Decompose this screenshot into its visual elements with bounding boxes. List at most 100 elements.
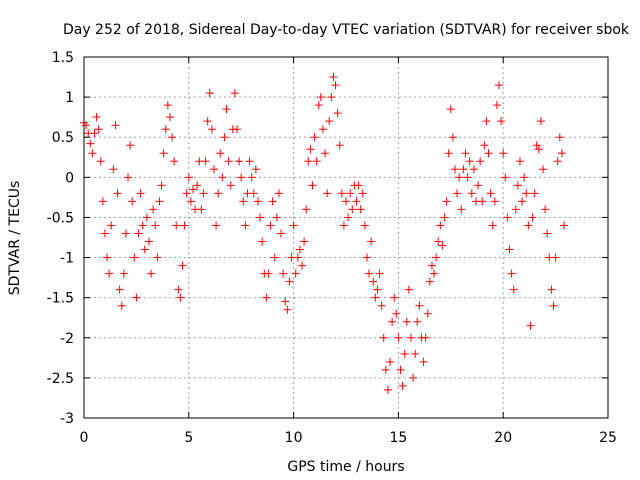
data-point: [283, 305, 292, 314]
data-point: [174, 285, 183, 294]
data-point: [423, 309, 432, 318]
data-point: [312, 157, 321, 166]
data-point: [119, 269, 128, 278]
data-point: [230, 89, 239, 98]
x-tick-label: 5: [184, 430, 193, 446]
data-point: [505, 245, 514, 254]
data-point: [419, 357, 428, 366]
data-point: [205, 89, 214, 98]
y-tick-label: 0.5: [52, 130, 74, 146]
data-point: [253, 197, 262, 206]
data-point: [274, 189, 283, 198]
data-point: [289, 221, 298, 230]
data-point: [482, 117, 491, 126]
data-point: [107, 221, 116, 230]
data-point: [509, 285, 518, 294]
data-point: [476, 157, 485, 166]
data-point: [484, 149, 493, 158]
data-point: [490, 197, 499, 206]
data-point: [415, 301, 424, 310]
data-point: [436, 221, 445, 230]
data-point: [425, 277, 434, 286]
data-point: [216, 149, 225, 158]
data-point: [541, 205, 550, 214]
data-point: [105, 269, 114, 278]
data-point: [331, 81, 340, 90]
data-point: [222, 105, 231, 114]
data-point: [109, 165, 118, 174]
data-point: [182, 189, 191, 198]
data-point: [383, 385, 392, 394]
data-point: [358, 189, 367, 198]
data-point: [281, 297, 290, 306]
data-point: [132, 293, 141, 302]
y-tick-label: 0: [65, 170, 74, 186]
data-point: [291, 269, 300, 278]
data-point: [98, 197, 107, 206]
data-point: [318, 125, 327, 134]
data-point: [168, 133, 177, 142]
data-point: [117, 301, 126, 310]
data-point: [339, 221, 348, 230]
data-point: [100, 229, 109, 238]
data-point: [478, 197, 487, 206]
data-point: [446, 105, 455, 114]
data-point: [413, 317, 422, 326]
y-tick-label: -0.5: [47, 210, 74, 226]
data-point: [522, 189, 531, 198]
data-point: [557, 149, 566, 158]
data-point: [501, 173, 510, 182]
x-tick-label: 0: [80, 430, 89, 446]
data-point: [247, 173, 256, 182]
data-point: [465, 157, 474, 166]
data-point: [103, 253, 112, 262]
data-point: [402, 317, 411, 326]
data-point: [530, 189, 539, 198]
data-point: [264, 269, 273, 278]
data-point: [300, 237, 309, 246]
plot-border: [83, 56, 609, 419]
data-point: [180, 221, 189, 230]
data-point: [409, 373, 418, 382]
data-point: [536, 117, 545, 126]
data-point: [155, 197, 164, 206]
data-point: [381, 365, 390, 374]
data-point: [277, 229, 286, 238]
data-point: [356, 205, 365, 214]
data-point: [199, 189, 208, 198]
data-point: [492, 101, 501, 110]
data-point: [539, 165, 548, 174]
data-point: [268, 197, 277, 206]
data-point: [226, 181, 235, 190]
data-point: [396, 365, 405, 374]
data-point: [92, 113, 101, 122]
data-point: [386, 357, 395, 366]
data-point: [463, 173, 472, 182]
data-point: [218, 173, 227, 182]
data-point: [444, 149, 453, 158]
data-point: [306, 145, 315, 154]
data-point: [178, 261, 187, 270]
data-point: [371, 293, 380, 302]
data-point: [457, 205, 466, 214]
data-point: [165, 113, 174, 122]
data-point: [82, 121, 91, 130]
data-point: [262, 293, 271, 302]
data-point: [388, 317, 397, 326]
data-point: [88, 149, 97, 158]
y-tick-label: -2.5: [47, 371, 74, 387]
data-point: [335, 141, 344, 150]
data-point: [295, 245, 304, 254]
data-point: [555, 133, 564, 142]
data-point: [128, 197, 137, 206]
data-point: [406, 333, 415, 342]
data-point: [233, 125, 242, 134]
data-point: [258, 237, 267, 246]
data-point: [138, 221, 147, 230]
data-point: [459, 165, 468, 174]
data-point: [392, 309, 401, 318]
data-point: [549, 301, 558, 310]
x-tick-label: 10: [285, 430, 303, 446]
